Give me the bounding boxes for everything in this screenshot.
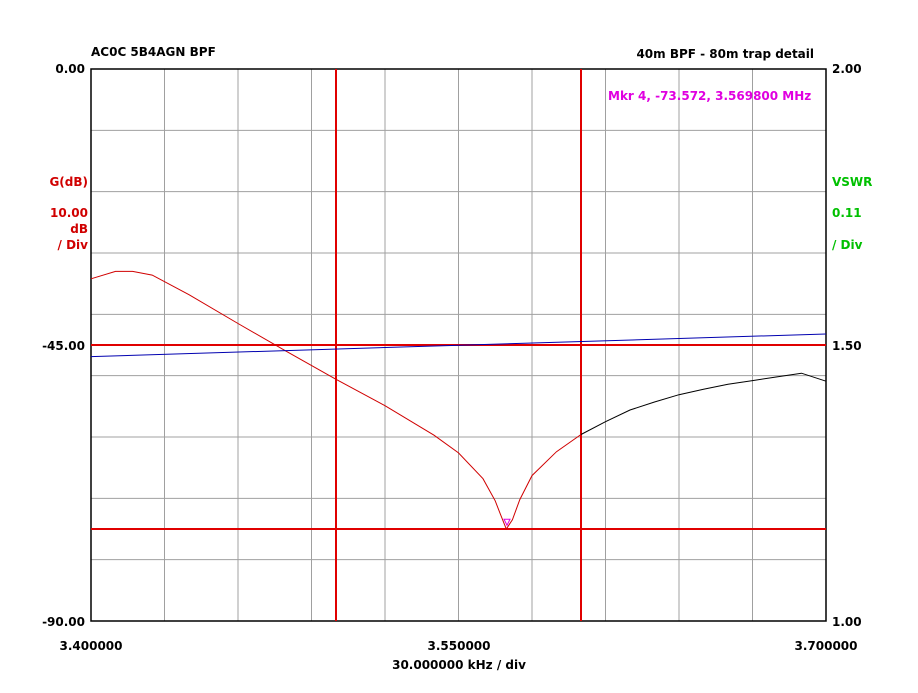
chart-right-title: 40m BPF - 80m trap detail [636, 47, 814, 61]
right-axis-scale-per: / Div [832, 238, 863, 252]
gain-trace-tail [580, 372, 827, 435]
marker-readout: Mkr 4, -73.572, 3.569800 MHz [608, 89, 812, 103]
x-tick-label-start: 3.400000 [59, 639, 123, 653]
right-axis-name: VSWR [832, 175, 873, 189]
right-tick-label-bottom: 1.00 [832, 615, 862, 629]
left-axis-scale-per: / Div [57, 238, 88, 252]
right-axis-scale-value: 0.11 [832, 206, 862, 220]
marker-4-triangle [503, 518, 511, 527]
left-tick-label-mid: -45.00 [42, 339, 85, 353]
left-tick-label-bottom: -90.00 [42, 615, 85, 629]
right-tick-label-mid: 1.50 [832, 339, 862, 353]
vswr-trace [90, 333, 827, 358]
left-axis-scale-unit: dB [70, 222, 88, 236]
x-tick-label-end: 3.700000 [794, 639, 858, 653]
x-axis-division-label: 30.000000 kHz / div [392, 658, 526, 672]
x-tick-label-center: 3.550000 [427, 639, 491, 653]
right-tick-label-top: 2.00 [832, 62, 862, 76]
gain-trace [90, 270, 582, 531]
left-axis-name: G(dB) [49, 175, 88, 189]
left-tick-label-top: 0.00 [55, 62, 85, 76]
chart-left-title: AC0C 5B4AGN BPF [91, 45, 216, 59]
left-axis-scale-value: 10.00 [50, 206, 88, 220]
